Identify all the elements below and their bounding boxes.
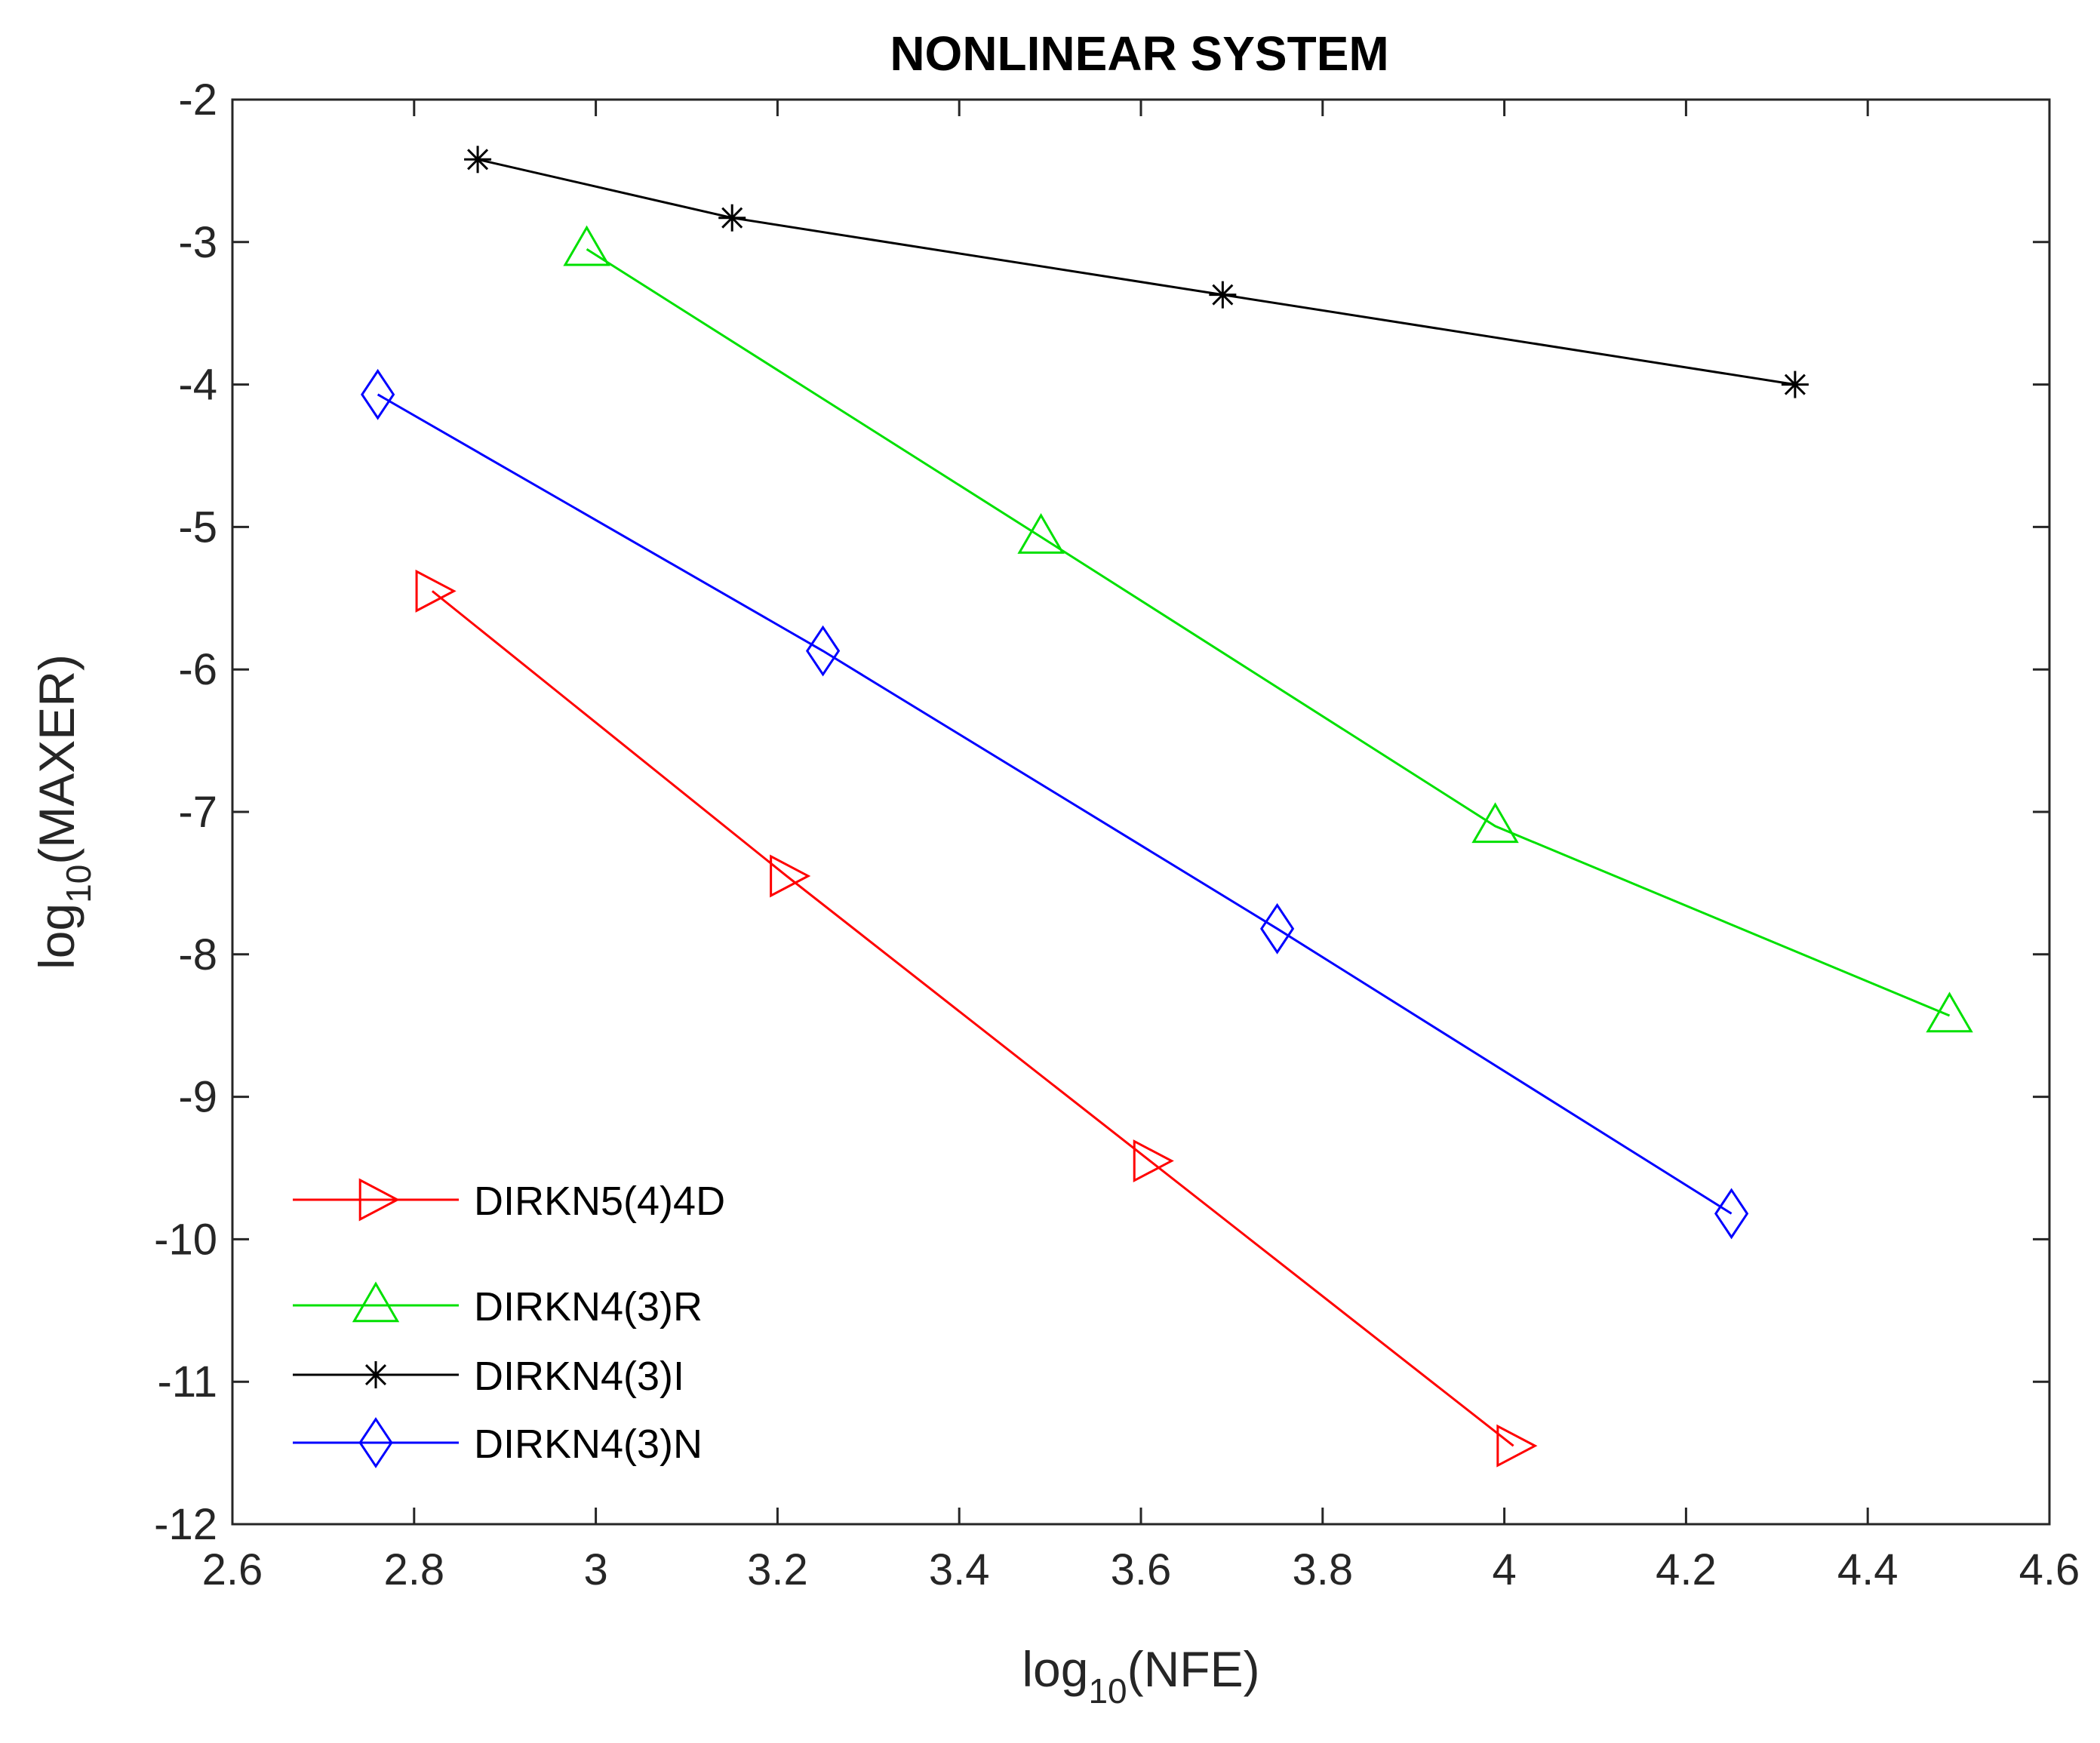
marker-triangle-up [563, 225, 610, 266]
data-point [1209, 281, 1237, 309]
data-point [1496, 1424, 1538, 1468]
y-axis: -2 -3 -4 -5 -6 -7 -8 -9 -10 -11 -12 [154, 75, 2049, 1549]
data-point [1017, 513, 1065, 554]
series-line [477, 158, 1796, 386]
legend-label: DIRKN4(3)R [474, 1284, 703, 1330]
y-tick-label: -12 [154, 1500, 217, 1549]
marker-diamond [1259, 902, 1295, 954]
series-layer [361, 146, 1973, 1468]
marker-triangle-right [415, 569, 457, 613]
data-point [361, 368, 395, 420]
marker-triangle-up [352, 1281, 400, 1323]
marker-triangle-right [1133, 1139, 1174, 1183]
chart-title: NONLINEAR SYSTEM [890, 26, 1388, 81]
y-axis-label-subscript: 10 [59, 865, 98, 903]
series-line [377, 393, 1733, 1215]
series-dirkn5-4-4d [415, 569, 1538, 1468]
data-point [718, 204, 746, 232]
marker-asterisk [718, 204, 746, 232]
data-point [770, 854, 811, 898]
x-tick-label: 4 [1492, 1545, 1516, 1594]
marker-diamond [805, 625, 841, 677]
legend-entry-dirkn5-4-4d: DIRKN5(4)4D [293, 1178, 725, 1224]
marker-asterisk-stroke [467, 149, 489, 171]
y-axis-label-base: log [29, 903, 85, 970]
legend-marker [362, 1361, 389, 1388]
x-tick-label: 3.6 [1111, 1545, 1172, 1594]
marker-diamond [358, 1417, 393, 1468]
series-line [586, 247, 1951, 1017]
data-point [464, 146, 492, 174]
data-point [1259, 902, 1295, 954]
y-tick-label: -3 [178, 218, 217, 267]
y-tick-label: -7 [178, 788, 217, 837]
marker-asterisk-stroke [1784, 374, 1806, 395]
marker-triangle-right [358, 1178, 400, 1222]
marker-asterisk [1209, 281, 1237, 309]
x-axis: 2.6 2.8 3 3.2 3.4 3.6 3.8 4 4.2 4.4 4.6 [202, 100, 2080, 1594]
y-tick-label: -6 [178, 645, 217, 694]
legend-marker [352, 1281, 400, 1323]
x-tick-label: 4.6 [2019, 1545, 2080, 1594]
data-point [1714, 1188, 1749, 1240]
y-tick-label: -2 [178, 75, 217, 124]
marker-diamond [361, 368, 395, 420]
marker-diamond [1714, 1188, 1749, 1240]
x-tick-label: 3.4 [929, 1545, 990, 1594]
x-axis-label-subscript: 10 [1088, 1671, 1127, 1711]
legend-label: DIRKN5(4)4D [474, 1179, 725, 1224]
x-tick-label: 2.6 [202, 1545, 263, 1594]
data-point [563, 225, 610, 266]
marker-asterisk-stroke [1212, 284, 1234, 306]
legend-entry-dirkn4-3-r: DIRKN4(3)R [293, 1281, 703, 1330]
y-tick-label: -5 [178, 503, 217, 552]
y-axis-label: log10(MAXER) [29, 654, 98, 970]
legend-entry-dirkn4-3-n: DIRKN4(3)N [293, 1417, 703, 1468]
y-tick-label: -11 [157, 1357, 217, 1406]
x-tick-label: 4.2 [1656, 1545, 1717, 1594]
series-dirkn4-3-i [464, 146, 1809, 398]
marker-triangle-right [770, 854, 811, 898]
series-dirkn4-3-r [563, 225, 1973, 1033]
x-tick-label: 2.8 [383, 1545, 444, 1594]
x-tick-label: 3.8 [1292, 1545, 1353, 1594]
x-axis-label-base: log [1022, 1641, 1088, 1697]
legend-label: DIRKN4(3)I [474, 1354, 684, 1399]
marker-triangle-up [1926, 991, 1973, 1033]
legend-entry-dirkn4-3-i: DIRKN4(3)I [293, 1354, 684, 1399]
y-tick-label: -10 [154, 1215, 217, 1264]
series-dirkn4-3-n [361, 368, 1749, 1240]
x-axis-label: log10(NFE) [1022, 1641, 1259, 1711]
marker-triangle-up [1471, 802, 1519, 844]
marker-asterisk [1781, 370, 1809, 398]
x-tick-label: 3 [583, 1545, 607, 1594]
legend-marker [358, 1417, 393, 1468]
series-line [431, 590, 1514, 1447]
data-point [1133, 1139, 1174, 1183]
data-point [805, 625, 841, 677]
x-tick-label: 3.2 [747, 1545, 808, 1594]
y-tick-label: -4 [178, 361, 217, 410]
legend: DIRKN5(4)4D DIRKN4(3)R DIRKN4(3)I DIRKN4… [293, 1178, 725, 1468]
x-tick-label: 4.4 [1837, 1545, 1899, 1594]
data-point [415, 569, 457, 613]
x-axis-label-rest: (NFE) [1127, 1641, 1260, 1697]
data-point [1926, 991, 1973, 1033]
marker-asterisk-stroke [364, 1363, 387, 1386]
marker-triangle-up [1017, 513, 1065, 554]
data-point [1781, 370, 1809, 398]
y-tick-label: -9 [178, 1073, 217, 1122]
marker-asterisk [362, 1361, 389, 1388]
data-point [1471, 802, 1519, 844]
y-tick-label: -8 [178, 930, 217, 979]
legend-label: DIRKN4(3)N [474, 1422, 703, 1467]
y-axis-label-rest: (MAXER) [29, 654, 85, 865]
marker-triangle-right [1496, 1424, 1538, 1468]
marker-asterisk [464, 146, 492, 174]
marker-asterisk-stroke [721, 207, 743, 229]
legend-marker [358, 1178, 400, 1222]
